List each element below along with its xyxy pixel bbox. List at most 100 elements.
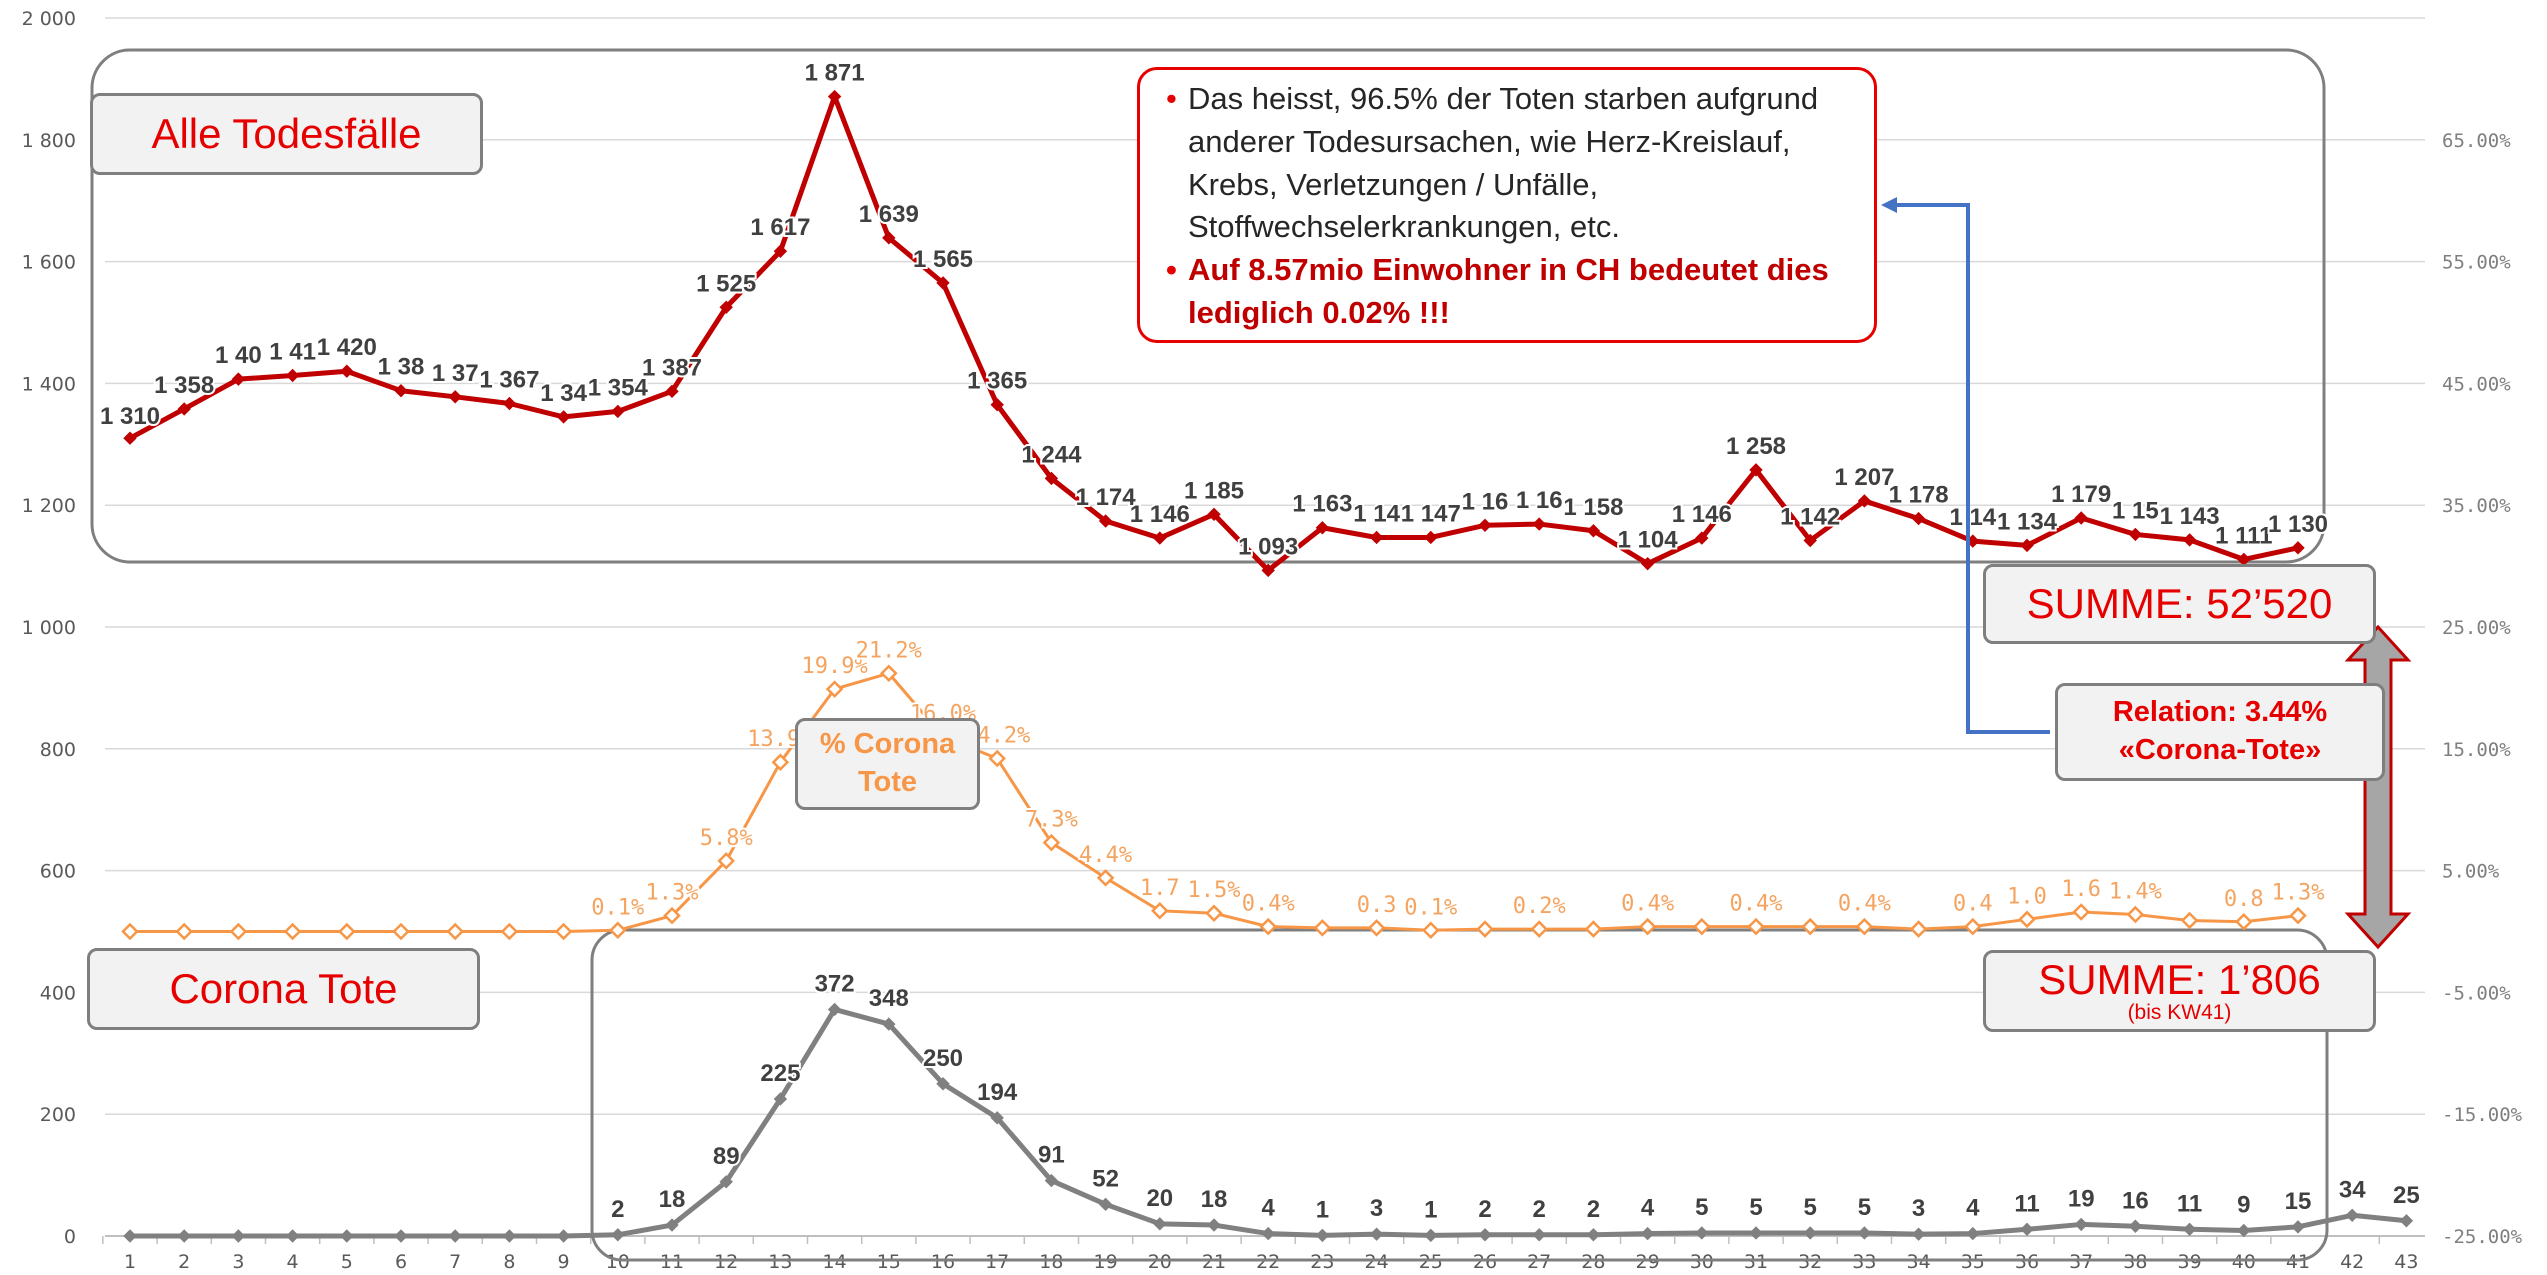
data-point-alle-todesfaelle (827, 89, 842, 104)
data-point-alle-todesfaelle (1424, 530, 1438, 545)
data-label-percent-corona: 1.3% (646, 881, 699, 906)
label-corona-tote: Corona Tote (87, 948, 480, 1030)
data-point-percent-corona (1747, 917, 1765, 936)
data-label-corona-tote: 225 (760, 1060, 800, 1087)
data-point-alle-todesfaelle (1315, 521, 1330, 535)
data-label-alle-todesfaelle: 1 142 (1780, 504, 1840, 531)
data-label-corona-tote: 3 (1370, 1195, 1383, 1222)
data-point-corona-tote (177, 1229, 191, 1243)
data-point-alle-todesfaelle (1478, 518, 1492, 533)
note-bullet-2: Auf 8.57mio Einwohner in CH bedeutet die… (1166, 249, 1856, 335)
data-label-corona-tote: 5 (1695, 1194, 1708, 1221)
data-point-percent-corona (880, 664, 898, 683)
data-label-percent-corona: 4.4% (1079, 843, 1132, 868)
data-label-corona-tote: 5 (1804, 1194, 1817, 1221)
data-point-corona-tote (773, 1092, 788, 1106)
data-label-alle-todesfaelle: 1 387 (642, 354, 702, 381)
data-point-corona-tote (1586, 1228, 1601, 1242)
summe-corona-value: SUMME: 1’806 (2038, 955, 2321, 1003)
x-tick-label: 6 (395, 1251, 407, 1273)
y-tick-label: 1 200 (22, 495, 76, 517)
data-point-alle-todesfaelle (1749, 463, 1763, 477)
data-point-percent-corona (1205, 904, 1223, 922)
data-label-alle-todesfaelle: 1 174 (1076, 484, 1137, 511)
data-point-corona-tote (502, 1229, 517, 1243)
y2-tick-label: 35.00% (2442, 495, 2511, 517)
data-label-corona-tote: 372 (815, 970, 855, 997)
data-point-alle-todesfaelle (394, 384, 408, 398)
data-label-alle-todesfaelle: 1 104 (1618, 527, 1679, 554)
data-point-alle-todesfaelle (231, 372, 246, 386)
data-point-corona-tote (123, 1229, 137, 1243)
data-label-alle-todesfaelle: 1 617 (750, 214, 810, 241)
data-point-percent-corona (1367, 919, 1386, 937)
data-label-corona-tote: 1 (1316, 1196, 1329, 1223)
note-box: Das heisst, 96.5% der Toten starben aufg… (1137, 67, 1877, 343)
data-point-percent-corona (609, 921, 627, 940)
y-tick-label: 600 (40, 861, 76, 883)
data-label-alle-todesfaelle: 1 158 (1563, 494, 1623, 521)
data-point-percent-corona (554, 922, 573, 941)
data-point-corona-tote (611, 1228, 625, 1242)
x-tick-label: 25 (1419, 1251, 1443, 1273)
x-tick-label: 9 (558, 1251, 570, 1273)
y2-tick-label: 5.00% (2442, 861, 2500, 883)
label-percent-corona-line1: % Corona (819, 728, 956, 761)
data-label-corona-tote: 18 (1201, 1186, 1228, 1213)
x-tick-label: 40 (2232, 1251, 2256, 1273)
data-point-percent-corona (825, 680, 844, 698)
y-tick-label: 2 000 (22, 8, 76, 30)
data-point-percent-corona (2289, 906, 2307, 925)
label-percent-corona-line2: Tote (857, 766, 918, 798)
x-tick-label: 14 (823, 1251, 847, 1273)
data-point-percent-corona (1096, 869, 1115, 887)
data-label-alle-todesfaelle: 1 639 (859, 201, 919, 228)
data-point-alle-todesfaelle (285, 368, 300, 383)
data-label-alle-todesfaelle: 1 525 (696, 270, 756, 297)
y2-tick-label: 65.00% (2442, 130, 2511, 152)
data-label-percent-corona: 0.4% (1621, 892, 1674, 917)
data-point-percent-corona (2018, 910, 2036, 929)
data-label-alle-todesfaelle: 1 130 (2268, 511, 2328, 538)
data-point-corona-tote (1749, 1226, 1763, 1240)
data-point-corona-tote (1261, 1226, 1275, 1241)
data-point-percent-corona (1422, 921, 1440, 940)
data-point-percent-corona (1313, 919, 1332, 937)
data-point-corona-tote (1695, 1226, 1709, 1240)
group-outline-alle (90, 48, 2326, 564)
data-label-alle-todesfaelle: 1 367 (479, 366, 539, 393)
x-tick-label: 17 (985, 1251, 1009, 1273)
data-label-percent-corona: 21.2% (856, 638, 922, 663)
x-tick-label: 24 (1365, 1251, 1389, 1273)
x-tick-label: 30 (1690, 1251, 1714, 1273)
data-point-percent-corona (1693, 917, 1711, 936)
data-point-alle-todesfaelle (1098, 514, 1113, 528)
data-point-percent-corona (1638, 917, 1657, 936)
data-point-alle-todesfaelle (1261, 563, 1275, 578)
data-point-corona-tote (1153, 1217, 1167, 1231)
data-label-alle-todesfaelle: 1 354 (588, 374, 649, 401)
data-point-corona-tote (2399, 1214, 2414, 1228)
data-point-percent-corona (2126, 905, 2145, 924)
data-label-corona-tote: 2 (1587, 1196, 1600, 1223)
data-point-percent-corona (1151, 902, 1169, 920)
data-label-percent-corona: 1.5% (1188, 878, 1241, 903)
y-tick-label: 400 (40, 982, 76, 1004)
data-point-alle-todesfaelle (1586, 524, 1601, 538)
y-tick-label: 200 (40, 1104, 76, 1126)
data-point-corona-tote (1803, 1226, 1817, 1240)
data-point-alle-todesfaelle (1640, 556, 1655, 571)
data-label-alle-todesfaelle: 1 871 (805, 60, 865, 87)
data-point-percent-corona (229, 922, 248, 941)
data-point-corona-tote (1478, 1228, 1492, 1242)
x-tick-label: 3 (232, 1251, 244, 1273)
data-point-corona-tote (936, 1077, 950, 1091)
x-tick-label: 41 (2286, 1251, 2310, 1273)
data-label-percent-corona: 0.3 (1357, 893, 1397, 918)
y2-tick-label: 55.00% (2442, 252, 2511, 274)
summe-corona-sub: (bis KW41) (2127, 1001, 2232, 1025)
label-percent-corona: % Corona Tote (795, 718, 980, 810)
data-label-percent-corona: 0.8 (2224, 887, 2264, 912)
data-label-corona-tote: 2 (611, 1196, 624, 1223)
